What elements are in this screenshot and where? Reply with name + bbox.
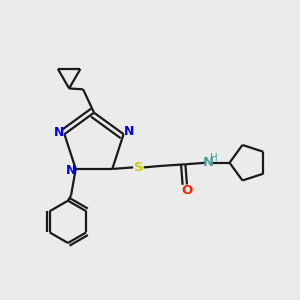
Text: N: N — [54, 126, 64, 139]
Text: S: S — [134, 161, 143, 174]
Text: N: N — [66, 164, 76, 177]
Text: N: N — [203, 156, 214, 169]
Text: N: N — [123, 125, 134, 139]
Text: O: O — [181, 184, 193, 196]
Text: H: H — [210, 153, 218, 163]
